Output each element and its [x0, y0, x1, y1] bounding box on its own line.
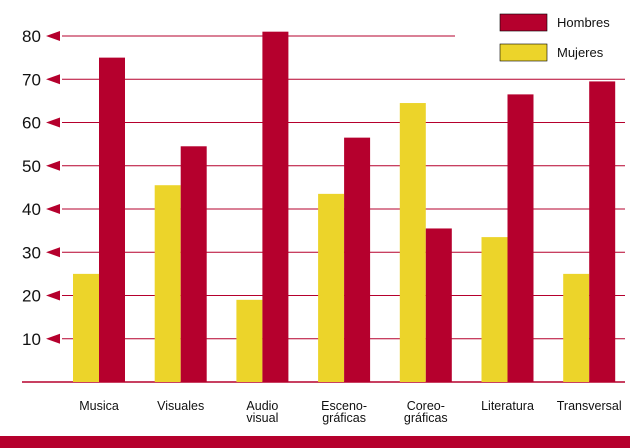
bars — [73, 31, 616, 383]
tick-arrow — [46, 290, 60, 301]
bar-hombres — [344, 137, 371, 382]
tick-arrow — [46, 204, 60, 214]
y-axis: 10 20 30 40 50 60 70 80 — [22, 27, 60, 349]
y-tick-label: 80 — [22, 27, 41, 46]
bar-mujeres — [73, 273, 99, 382]
x-tick-label: Transversal — [557, 399, 622, 413]
tick-arrow — [46, 31, 60, 41]
legend: Hombres Mujeres — [499, 13, 610, 62]
bar-mujeres — [399, 103, 426, 382]
y-tick-label: 10 — [22, 330, 41, 349]
tick-arrow — [46, 247, 60, 258]
x-tick-label: Audio visual — [246, 399, 278, 425]
legend-swatch-mujeres — [499, 43, 548, 62]
x-tick-label: Musica — [79, 399, 119, 413]
bar-mujeres — [481, 237, 508, 382]
x-axis: Musica Visuales Audio visual Esceno-gráficas… — [79, 399, 621, 425]
bar-hombres — [262, 31, 289, 383]
footer-band — [0, 436, 630, 448]
bar-mujeres — [236, 299, 263, 382]
y-tick-label: 50 — [22, 157, 41, 176]
tick-arrow — [46, 333, 60, 344]
bar-hombres — [180, 146, 207, 382]
bar-hombres — [589, 81, 616, 382]
x-tick-label: Literatura — [481, 399, 534, 413]
legend-swatch-hombres — [499, 13, 548, 32]
y-tick-label: 60 — [22, 114, 41, 133]
y-tick-label: 40 — [22, 200, 41, 219]
y-tick-label: 30 — [22, 243, 41, 262]
bar-hombres — [425, 228, 452, 382]
tick-arrow — [46, 117, 60, 128]
tick-arrow — [46, 74, 60, 85]
bar-mujeres — [318, 193, 345, 382]
x-tick-label: Esceno-gráficas — [321, 399, 367, 425]
x-tick-label: Visuales — [157, 399, 204, 413]
bar-hombres — [507, 94, 534, 382]
legend-label-mujeres: Mujeres — [557, 45, 604, 60]
bar-mujeres — [563, 273, 590, 382]
x-tick-label: Coreo-gráficas — [404, 399, 448, 425]
y-tick-label: 70 — [22, 70, 41, 89]
legend-label-hombres: Hombres — [557, 15, 610, 30]
y-tick-label: 20 — [22, 287, 41, 306]
bar-hombres — [99, 57, 125, 382]
bar-mujeres — [154, 185, 181, 382]
tick-arrow — [46, 160, 60, 171]
